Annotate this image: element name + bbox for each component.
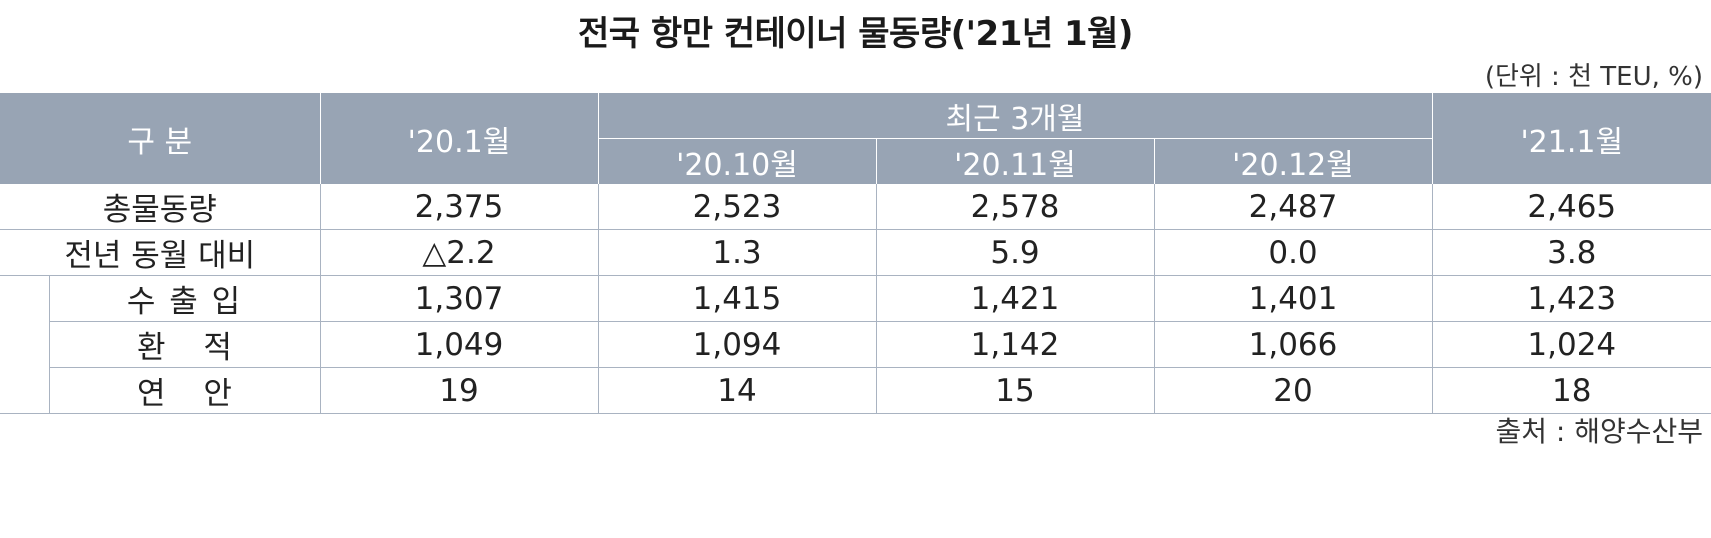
- indent-cell: [0, 367, 50, 414]
- header-dec20: '20.12월: [1153, 138, 1433, 184]
- row-label-yoy: 전년 동월 대비: [0, 229, 321, 276]
- header-recent-3-months: 최근 3개월: [597, 93, 1433, 139]
- table-row: 연 안 19 14 15 20 18: [0, 367, 1711, 414]
- header-jan21: '21.1월: [1431, 93, 1711, 184]
- table-cell: 20: [1153, 367, 1433, 414]
- header-category: 구 분: [0, 93, 321, 184]
- table-cell: 1,049: [319, 321, 599, 368]
- table-cell: 1,415: [597, 275, 877, 322]
- table-cell: 1,024: [1431, 321, 1711, 368]
- table-cell: 3.8: [1431, 229, 1711, 276]
- table-cell: 2,523: [597, 184, 877, 230]
- table-cell: 2,578: [875, 184, 1155, 230]
- header-oct20: '20.10월: [597, 138, 877, 184]
- row-label-total: 총물동량: [0, 184, 321, 230]
- table-cell: 0.0: [1153, 229, 1433, 276]
- table-row: 전년 동월 대비 △2.2 1.3 5.9 0.0 3.8: [0, 229, 1711, 276]
- table-cell: 14: [597, 367, 877, 414]
- table-cell: 1,307: [319, 275, 599, 322]
- page-title: 전국 항만 컨테이너 물동량('21년 1월): [578, 14, 1133, 54]
- table-cell: 2,465: [1431, 184, 1711, 230]
- row-label-transshipment: 환 적: [48, 321, 321, 368]
- cargo-volume-table: 구 분 '20.1월 최근 3개월 '21.1월 '20.10월 '20.11월…: [0, 93, 1711, 414]
- table-cell: 19: [319, 367, 599, 414]
- indent-cell: [0, 275, 50, 322]
- header-nov20: '20.11월: [875, 138, 1155, 184]
- table-cell: 18: [1431, 367, 1711, 414]
- table-cell: 1,094: [597, 321, 877, 368]
- source-note: 출처 : 해양수산부: [1495, 415, 1703, 448]
- table-cell: 1,066: [1153, 321, 1433, 368]
- row-label-coastal: 연 안: [48, 367, 321, 414]
- table-cell: 1,142: [875, 321, 1155, 368]
- table-cell: 2,375: [319, 184, 599, 230]
- table-row: 환 적 1,049 1,094 1,142 1,066 1,024: [0, 321, 1711, 368]
- table-cell: 2,487: [1153, 184, 1433, 230]
- header-jan20: '20.1월: [319, 93, 599, 184]
- table-cell: △2.2: [319, 229, 599, 276]
- indent-cell: [0, 321, 50, 368]
- table-cell: 1.3: [597, 229, 877, 276]
- table-cell: 15: [875, 367, 1155, 414]
- table-cell: 1,421: [875, 275, 1155, 322]
- table-cell: 1,401: [1153, 275, 1433, 322]
- table-cell: 1,423: [1431, 275, 1711, 322]
- row-label-import-export: 수 출 입: [48, 275, 321, 322]
- table-cell: 5.9: [875, 229, 1155, 276]
- table-row: 수 출 입 1,307 1,415 1,421 1,401 1,423: [0, 275, 1711, 322]
- table-row: 총물동량 2,375 2,523 2,578 2,487 2,465: [0, 184, 1711, 230]
- unit-note: (단위 : 천 TEU, %): [1484, 62, 1703, 92]
